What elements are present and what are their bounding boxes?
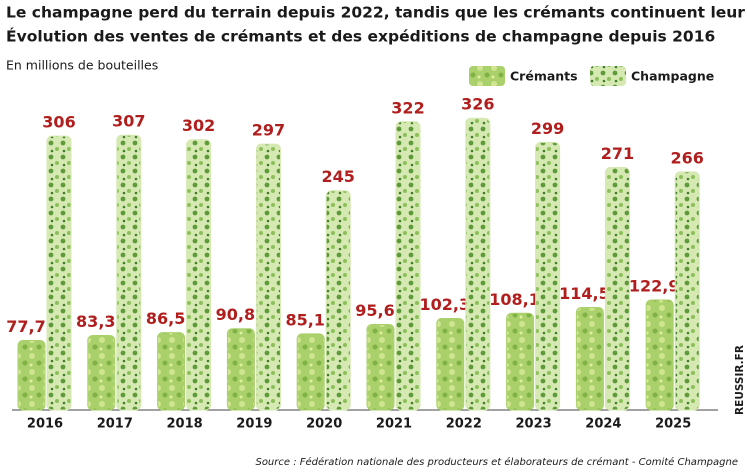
bar	[465, 117, 491, 411]
value-label: 245	[321, 167, 354, 186]
credit: REUSSIR.FR	[734, 345, 746, 415]
bar	[325, 190, 351, 411]
value-label: 266	[670, 148, 703, 167]
value-label: 271	[601, 144, 634, 163]
legend-swatch	[469, 66, 505, 86]
x-tick-label: 2018	[167, 417, 203, 432]
value-label: 108,1	[489, 290, 540, 309]
bar	[46, 135, 72, 411]
bar	[87, 334, 116, 411]
value-label: 90,8	[216, 305, 255, 324]
value-label: 77,7	[6, 317, 45, 336]
bar	[226, 328, 255, 411]
bar	[645, 299, 674, 411]
x-tick-label: 2024	[585, 417, 621, 432]
x-tick-label: 2019	[236, 417, 272, 432]
value-label: 102,3	[419, 295, 470, 314]
bar	[296, 333, 325, 411]
value-label: 302	[182, 116, 215, 135]
value-label: 85,1	[285, 310, 324, 329]
value-label: 86,5	[146, 309, 185, 328]
bar	[186, 139, 212, 411]
bar	[366, 323, 395, 411]
x-tick-label: 2025	[655, 417, 691, 432]
value-label: 114,5	[559, 284, 610, 303]
legend-label: Champagne	[631, 69, 714, 84]
value-label: 122,9	[629, 277, 680, 296]
value-label: 95,6	[355, 301, 394, 320]
bar	[116, 134, 142, 411]
value-label: 306	[42, 113, 75, 132]
bar	[506, 312, 535, 411]
x-tick-label: 2022	[446, 417, 482, 432]
bar	[17, 339, 46, 411]
value-label: 322	[391, 98, 424, 117]
x-tick-label: 2021	[376, 417, 412, 432]
value-label: 83,3	[76, 312, 115, 331]
bar	[157, 332, 186, 411]
bar	[535, 141, 561, 411]
chart-subtitle: Évolution des ventes de crémants et des …	[6, 27, 715, 46]
bar	[395, 121, 421, 411]
x-tick-label: 2023	[516, 417, 552, 432]
source: Source : Fédération nationale des produc…	[255, 456, 738, 468]
unit-label: En millions de bouteilles	[6, 58, 158, 73]
bar	[674, 171, 700, 411]
x-tick-label: 2017	[97, 417, 133, 432]
legend-label: Crémants	[510, 69, 578, 84]
value-label: 326	[461, 95, 494, 114]
value-label: 307	[112, 112, 145, 131]
value-label: 299	[531, 119, 564, 138]
bar	[255, 143, 281, 411]
x-tick-label: 2016	[27, 417, 63, 432]
bar	[604, 166, 630, 411]
chart-title: Le champagne perd du terrain depuis 2022…	[6, 4, 747, 22]
legend-swatch	[590, 66, 626, 86]
bar	[436, 317, 465, 411]
value-label: 297	[252, 121, 285, 140]
x-tick-label: 2020	[306, 417, 342, 432]
bar	[575, 307, 604, 411]
